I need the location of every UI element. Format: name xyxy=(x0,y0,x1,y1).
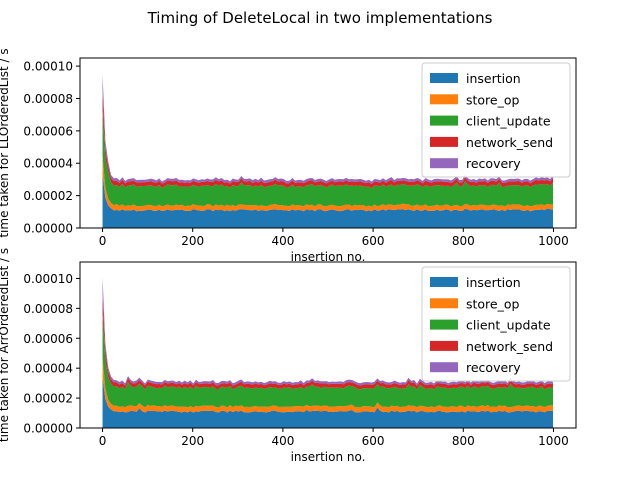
y-tick-label: 0.00006 xyxy=(23,332,73,346)
area-insertion xyxy=(102,175,554,228)
legend-label-client-update: client_update xyxy=(466,318,551,333)
legend-label-store-op: store_op xyxy=(466,92,520,107)
legend-box xyxy=(421,266,571,382)
legend-label-network-send: network_send xyxy=(466,135,553,150)
y-tick-label: 0.00002 xyxy=(23,392,73,406)
x-axis-label: insertion no. xyxy=(291,250,366,264)
x-tick-label: 600 xyxy=(362,434,385,448)
y-tick-label: 0.00010 xyxy=(23,60,73,74)
x-tick-label: 600 xyxy=(362,234,385,248)
legend-label-store-op: store_op xyxy=(466,296,520,311)
y-tick-label: 0.00006 xyxy=(23,124,73,138)
y-tick-label: 0.00000 xyxy=(23,422,73,436)
legend-label-network-send: network_send xyxy=(466,339,553,354)
legend-swatch-client-update xyxy=(430,319,458,330)
x-axis-label: insertion no. xyxy=(291,450,366,464)
legend-swatch-recovery xyxy=(430,362,458,373)
legend: insertion store_op client_update network_se… xyxy=(421,62,571,178)
x-tick-label: 400 xyxy=(271,234,294,248)
legend-swatch-store-op xyxy=(430,298,458,309)
x-tick-label: 800 xyxy=(452,234,475,248)
y-tick-label: 0.00010 xyxy=(23,272,73,286)
x-tick-label: 0 xyxy=(99,434,107,448)
legend-label-insertion: insertion xyxy=(466,71,521,86)
y-axis-label: time taken for ArrOrderedList / s xyxy=(0,248,11,442)
y-tick-label: 0.00008 xyxy=(23,92,73,106)
chart-panel-bottom: 0 200 400 600 800 1000 0.00000 0.00002 0.00004 0.… xyxy=(0,248,577,464)
x-tick-label: 800 xyxy=(452,434,475,448)
y-tick-label: 0.00008 xyxy=(23,302,73,316)
legend-swatch-network-send xyxy=(430,136,458,147)
area-client-update xyxy=(102,314,554,408)
legend-label-insertion: insertion xyxy=(466,275,521,290)
legend-swatch-store-op xyxy=(430,94,458,105)
x-tick-label: 200 xyxy=(181,434,204,448)
y-tick-label: 0.00004 xyxy=(23,157,73,171)
x-tick-label: 0 xyxy=(99,234,107,248)
area-store-op xyxy=(102,358,554,413)
area-insertion xyxy=(102,377,554,428)
y-tick-label: 0.00004 xyxy=(23,362,73,376)
legend-swatch-recovery xyxy=(430,158,458,169)
axes-frame xyxy=(79,57,577,229)
legend-swatch-network-send xyxy=(430,340,458,351)
legend-label-client-update: client_update xyxy=(466,114,551,129)
chart-panel-top: 0 200 400 600 800 1000 0.00000 0.00002 0.00004 0.… xyxy=(0,48,577,264)
legend-box xyxy=(421,62,571,178)
area-client-update xyxy=(102,111,554,207)
legend-swatch-insertion xyxy=(430,73,458,83)
y-axis-label: time taken for LLOrderedList / s xyxy=(0,48,11,237)
figure-title: Timing of DeleteLocal in two implementat… xyxy=(147,9,493,27)
legend-label-recovery: recovery xyxy=(466,156,521,171)
axes-frame xyxy=(79,261,577,429)
area-store-op xyxy=(102,155,554,212)
legend-swatch-insertion xyxy=(430,277,458,287)
x-tick-label: 200 xyxy=(181,234,204,248)
legend-label-recovery: recovery xyxy=(466,360,521,375)
legend: insertion store_op client_update network_se… xyxy=(421,266,571,382)
legend-swatch-client-update xyxy=(430,115,458,126)
x-tick-label: 1000 xyxy=(538,234,569,248)
y-tick-label: 0.00002 xyxy=(23,189,73,203)
x-tick-label: 400 xyxy=(271,434,294,448)
x-tick-label: 1000 xyxy=(538,434,569,448)
y-tick-label: 0.00000 xyxy=(23,222,73,236)
